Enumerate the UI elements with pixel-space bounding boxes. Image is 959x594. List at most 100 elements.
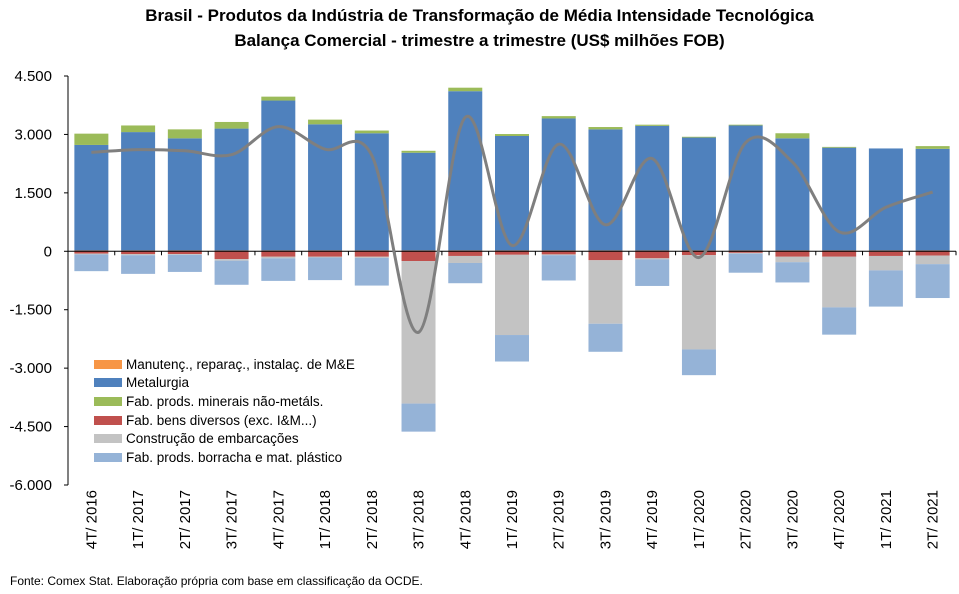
bar-segment [681,251,716,256]
bar-segment [635,125,670,251]
bar-segment [121,125,156,133]
bar-segment [308,256,343,258]
legend-swatch [94,396,122,406]
bar-segment [588,260,623,324]
legend-label: Fab. prods. borracha e mat. plástico [126,449,343,465]
bar-segment [261,100,296,251]
x-tick-label: 1T/ 2019 [504,490,521,549]
bar-segment [541,254,576,256]
bar-segment [214,259,249,261]
bar-segment [354,256,389,258]
bar-segment [448,87,483,92]
x-tick-label: 4T/ 2020 [831,490,848,549]
bar-segment [635,259,670,286]
bar-segment [541,118,576,251]
x-tick-label: 3T/ 2019 [597,490,614,549]
bar-segment [541,251,576,255]
bar-segment [121,255,156,274]
bar-segment [495,335,529,362]
bar-segment [401,251,436,262]
bar-segment [541,116,576,119]
x-tick-label: 4T/ 2016 [83,490,100,549]
bar-segment [588,323,623,352]
bar-segment [167,129,202,139]
bar-segment [448,251,483,256]
bar-segment [308,119,343,125]
bar-segment [448,262,483,284]
legend-swatch [94,378,122,388]
x-tick-label: 1T/ 2018 [317,490,334,549]
bar-segment [681,349,716,376]
bar-segment [868,270,903,307]
legend-swatch [94,359,122,369]
bar-segment [915,264,950,299]
balance-line [91,114,934,334]
legend-item: Manutenç., reparaç., instalaç. de M&E [94,355,355,374]
y-tick-label: -1.500 [9,302,52,319]
y-tick-label: -6.000 [9,477,52,494]
bar-segment [74,251,109,254]
bar-segment [354,130,389,134]
bar-segment [728,252,763,254]
legend-item: Metalurgia [94,374,355,393]
bar-segment [822,307,857,335]
legend-item: Fab. bens diversos (exc. I&M...) [94,411,355,430]
x-tick-label: 2T/ 2021 [925,490,942,549]
legend-swatch [94,415,122,425]
bar-segment [868,251,903,256]
legend-label: Fab. bens diversos (exc. I&M...) [126,412,317,428]
legend-label: Manutenç., reparaç., instalaç. de M&E [126,356,355,372]
x-tick-label: 1T/ 2020 [691,490,708,549]
legend-label: Construção de embarcações [126,431,299,447]
bar-segment [728,253,763,273]
legend: Manutenç., reparaç., instalaç. de M&E Met… [94,355,355,467]
bar-segment [354,251,389,257]
bar-segment [495,134,529,136]
legend-label: Fab. prods. minerais não-metáls. [126,393,324,409]
bar-segment [214,121,249,129]
bar-segment [74,144,109,251]
bar-segment [868,255,903,271]
bar-segment [74,253,109,255]
bar-segment [635,251,670,259]
bar-segment [74,254,109,272]
legend-item: Fab. prods. minerais não-metáls. [94,392,355,411]
bar-segment [915,255,950,265]
y-tick-label: -4.500 [9,419,52,436]
bar-segment [401,150,436,153]
x-tick-label: 1T/ 2017 [130,490,147,549]
bar-segment [261,251,296,257]
bar-segment [775,262,810,283]
bar-segment [915,146,950,149]
source-note: Fonte: Comex Stat. Elaboração própria co… [10,574,423,588]
x-tick-label: 3T/ 2018 [411,490,428,549]
bar-segment [588,127,623,130]
bar-segment [214,251,249,260]
bar-segment [121,254,156,256]
bar-segment [681,137,716,251]
bar-segment [121,132,156,251]
bar-segment [635,258,670,260]
bar-segment [822,146,857,148]
legend-swatch [94,434,122,444]
bar-segment [167,254,202,272]
bar-segment [214,260,249,285]
y-tick-label: 1.500 [14,185,52,202]
chart-subtitle: Balança Comercial - trimestre a trimestr… [234,31,725,50]
y-tick-label: 3.000 [14,126,52,143]
bar-segment [448,91,483,251]
x-tick-label: 2T/ 2020 [738,490,755,549]
y-tick-label: -3.000 [9,360,52,377]
bar-segment [822,256,857,308]
bar-segment [308,251,343,257]
bar-segment [167,138,202,251]
bar-segment [308,257,343,281]
bar-segment [401,403,436,432]
bar-segment [261,96,296,101]
y-tick-label: 0 [44,243,52,260]
bar-segment [167,254,202,255]
legend-label: Metalurgia [126,375,190,391]
bar-segment [448,255,483,263]
bar-segment [775,251,810,257]
